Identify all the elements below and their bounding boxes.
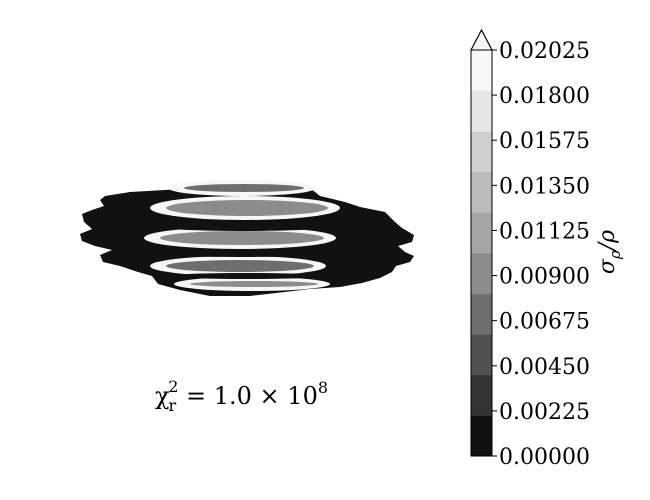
annotation-exponent: 8 <box>318 378 328 397</box>
ring-band <box>166 260 314 272</box>
colorbar: 0.00000 0.00225 0.00450 0.00675 0.00900 0.011… <box>470 28 590 470</box>
ring-band <box>160 231 324 245</box>
colorbar-tick-label: 0.00000 <box>499 445 590 470</box>
disk-image <box>80 180 414 296</box>
colorbar-extend-arrow <box>470 28 493 51</box>
colorbar-tick-label: 0.01125 <box>499 219 590 244</box>
colorbar-segment <box>471 171 492 213</box>
chi-squared-annotation: χr2 = 1.0 × 108 <box>155 377 328 415</box>
ring-band <box>166 200 328 216</box>
colorbar-label: σρ/ρ <box>595 230 624 274</box>
colorbar-segment <box>471 131 492 173</box>
colorbar-tick-label: 0.00225 <box>499 400 590 425</box>
colorbar-tick-label: 0.00450 <box>499 355 590 380</box>
annotation-middle: = 1.0 × 10 <box>178 382 317 410</box>
colorbar-tick-label: 0.01575 <box>499 129 590 154</box>
colorbar-segment <box>471 293 492 335</box>
colorbar-label-sub: ρ <box>606 250 624 260</box>
colorbar-label-sigma: σ <box>595 258 620 274</box>
ring-band <box>190 281 318 287</box>
colorbar-tick-label: 0.00675 <box>499 310 590 335</box>
colorbar-tick-label: 0.02025 <box>499 39 590 64</box>
ring-gap <box>154 249 326 257</box>
annotation-sup: 2 <box>168 377 178 396</box>
colorbar-segment <box>471 212 492 254</box>
colorbar-tick-label: 0.01350 <box>499 174 590 199</box>
colorbar-label-rest: /ρ <box>595 230 620 252</box>
colorbar-segment <box>471 374 492 416</box>
colorbar-outline <box>470 28 493 457</box>
colorbar-tick-label: 0.01800 <box>499 84 590 109</box>
colorbar-tick-label: 0.00900 <box>499 265 590 290</box>
annotation-symbol: χ <box>155 382 170 410</box>
colorbar-segment <box>471 415 492 457</box>
ring-gap <box>168 273 324 279</box>
colorbar-segment <box>471 253 492 295</box>
colorbar-segment <box>471 334 492 376</box>
annotation-sub: r <box>169 396 177 415</box>
colorbar-segment <box>471 90 492 132</box>
ring-band <box>184 184 304 192</box>
colorbar-segment <box>471 50 492 92</box>
ring-gap <box>152 221 336 231</box>
